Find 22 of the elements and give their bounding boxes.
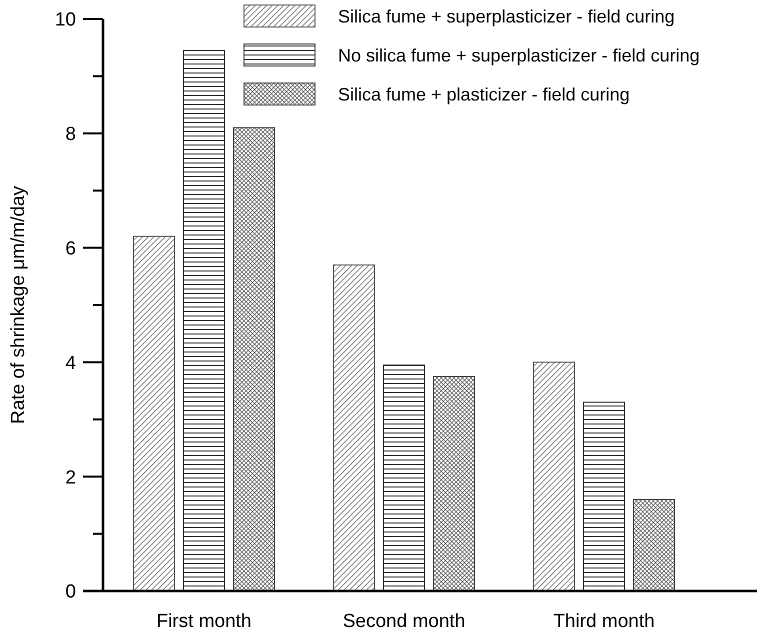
y-tick-label: 4: [65, 352, 76, 374]
legend-label: No silica fume + superplasticizer - field curing: [338, 45, 700, 66]
bar: [433, 376, 475, 592]
bar: [633, 498, 675, 592]
x-tick-label: First month: [156, 611, 252, 632]
legend-label: Silica fume + superplasticizer - field curing: [338, 6, 675, 26]
y-tick-label: 6: [65, 238, 76, 260]
y-tick-label: 0: [65, 582, 76, 603]
bar: [533, 362, 575, 592]
x-tick-label: Second month: [342, 611, 466, 632]
y-axis-title: Rate of shrinkage μm/m/day: [8, 186, 29, 424]
y-tick-label: 2: [65, 467, 76, 488]
y-tick-label: 10: [54, 10, 76, 31]
y-tick-label: 8: [65, 124, 76, 146]
bar: [183, 50, 225, 592]
bar: [133, 236, 175, 592]
x-tick-label: Third month: [553, 611, 655, 632]
legend-label: Silica fume + plasticizer - field curing: [338, 84, 630, 104]
bar: [383, 364, 425, 592]
bar: [583, 402, 625, 592]
bar: [233, 127, 275, 592]
bar: [333, 264, 375, 592]
